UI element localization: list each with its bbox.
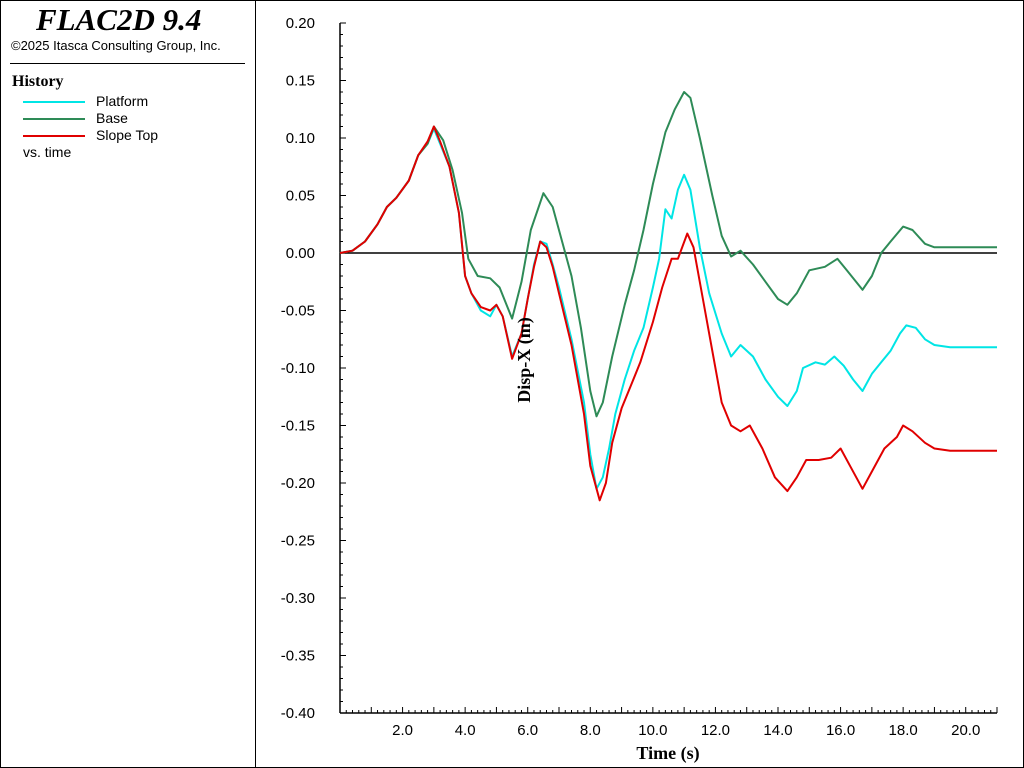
legend-label-platform: Platform	[96, 93, 149, 109]
legend-swatch-platform	[23, 101, 85, 103]
divider	[10, 63, 245, 64]
y-tick-label: 0.00	[286, 245, 315, 262]
x-tick-label: 6.0	[517, 722, 538, 739]
y-tick-label: 0.10	[286, 130, 315, 147]
chart-ticks: 0.20 0.15 0.10 0.05 0.00 -0.05 -0.10 -0.15 -0.20…	[281, 15, 998, 739]
history-chart: 0.20 0.15 0.10 0.05 0.00 -0.05 -0.10 -0.15 -0.20…	[281, 15, 998, 764]
x-tick-label: 14.0	[763, 722, 792, 739]
y-tick-label: -0.35	[281, 648, 315, 665]
legend-label-base: Base	[96, 110, 128, 126]
chart-series	[339, 91, 997, 502]
x-tick-label: 2.0	[392, 722, 413, 739]
legend-item-base: Base	[23, 110, 243, 126]
y-tick-label: 0.05	[286, 188, 315, 205]
legend-vs-label: vs. time	[23, 144, 72, 160]
x-tick-label: 12.0	[701, 722, 730, 739]
x-axis-title: Time (s)	[636, 743, 699, 764]
y-tick-label: -0.10	[281, 360, 315, 377]
series-line-slope-top	[339, 125, 997, 502]
legend-title: History	[12, 73, 64, 90]
y-tick-label: -0.15	[281, 418, 315, 435]
legend-label-slope-top: Slope Top	[96, 127, 159, 143]
x-tick-label: 10.0	[638, 722, 667, 739]
legend-item-slope-top: Slope Top	[23, 127, 243, 143]
series-line-base	[339, 91, 997, 418]
legend-panel: FLAC2D 9.4 ©2025 Itasca Consulting Group…	[0, 0, 256, 768]
x-tick-label: 4.0	[455, 722, 476, 739]
x-tick-label: 20.0	[951, 722, 980, 739]
y-tick-label: -0.40	[281, 705, 315, 722]
copyright-text: ©2025 Itasca Consulting Group, Inc.	[11, 38, 221, 53]
y-tick-label: -0.05	[281, 303, 315, 320]
y-tick-label: -0.25	[281, 533, 315, 550]
x-tick-label: 8.0	[580, 722, 601, 739]
y-axis-title: Disp-X (m)	[514, 317, 535, 403]
app-title: FLAC2D 9.4	[36, 2, 202, 37]
x-tick-label: 16.0	[826, 722, 855, 739]
legend-item-platform: Platform	[23, 93, 243, 109]
legend-swatch-slope-top	[23, 135, 85, 137]
y-tick-label: -0.30	[281, 590, 315, 607]
y-tick-label: 0.20	[286, 15, 315, 32]
x-tick-label: 18.0	[889, 722, 918, 739]
y-tick-label: -0.20	[281, 475, 315, 492]
y-tick-label: 0.15	[286, 73, 315, 90]
legend-swatch-base	[23, 118, 85, 120]
